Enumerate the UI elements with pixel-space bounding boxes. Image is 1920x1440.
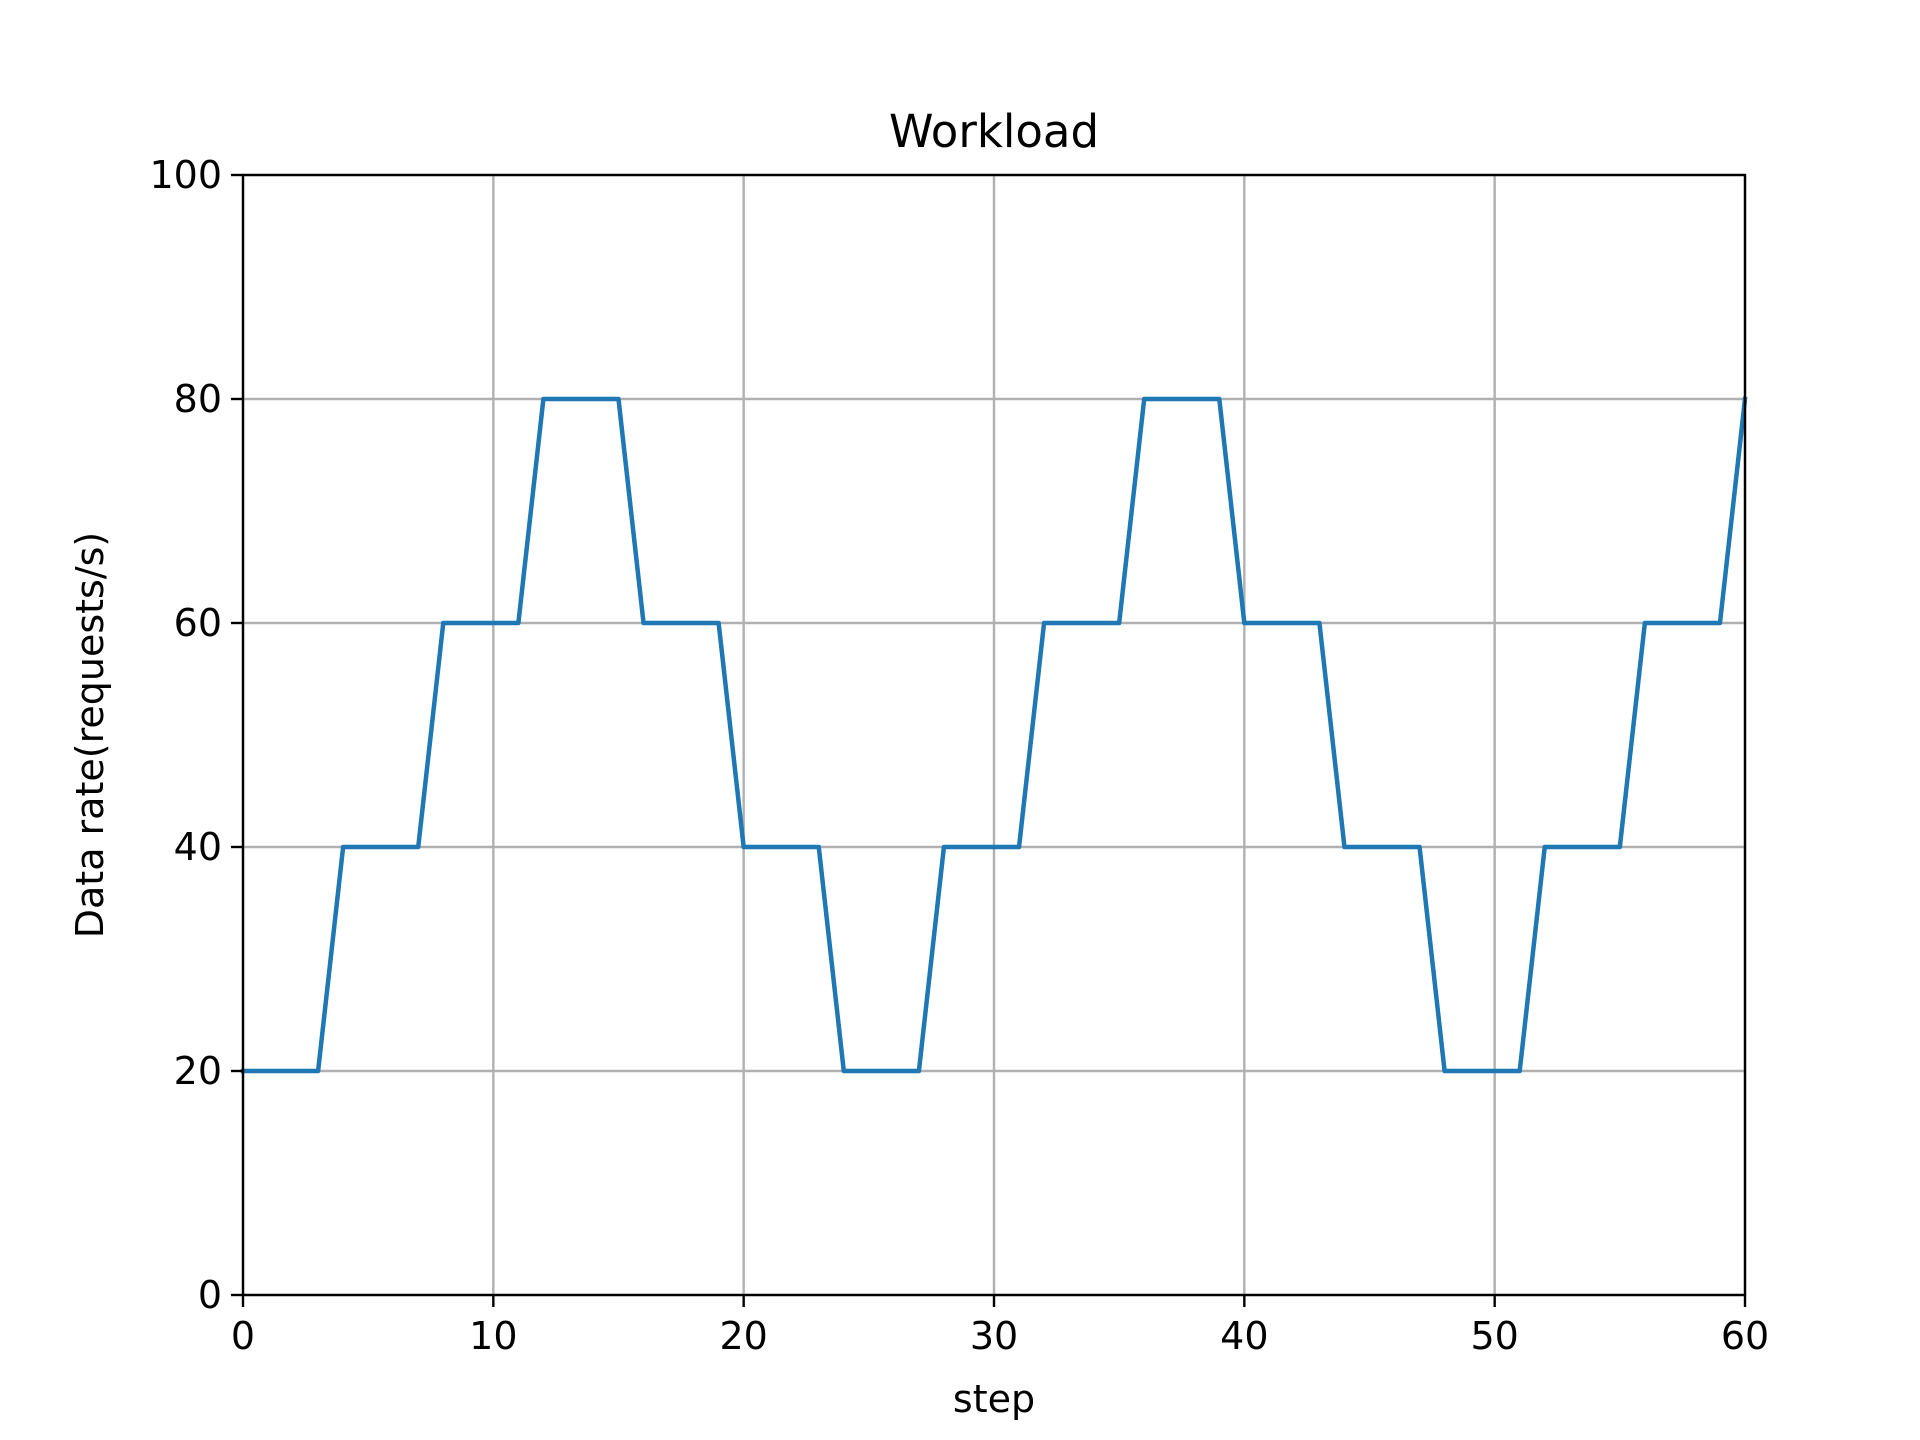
y-tick-label: 0 (198, 1273, 222, 1317)
chart-title: Workload (889, 105, 1099, 158)
ticks: 0 10 20 30 40 50 60 0 20 40 60 80 100 (149, 153, 1769, 1358)
x-tick-label: 10 (469, 1314, 517, 1358)
y-tick-label: 100 (149, 153, 222, 197)
x-tick-label: 0 (231, 1314, 255, 1358)
x-axis-label: step (953, 1377, 1035, 1421)
series-line (240, 396, 1748, 1074)
series-layer (240, 396, 1748, 1074)
x-tick-label: 60 (1721, 1314, 1769, 1358)
x-tick-label: 50 (1470, 1314, 1518, 1358)
y-tick-label: 40 (174, 825, 222, 869)
y-tick-label: 80 (174, 377, 222, 421)
y-tick-label: 60 (174, 601, 222, 645)
x-tick-label: 30 (970, 1314, 1018, 1358)
x-tick-label: 40 (1220, 1314, 1268, 1358)
y-axis-label: Data rate(requests/s) (68, 532, 112, 939)
x-tick-label: 20 (719, 1314, 767, 1358)
y-tick-label: 20 (174, 1049, 222, 1093)
